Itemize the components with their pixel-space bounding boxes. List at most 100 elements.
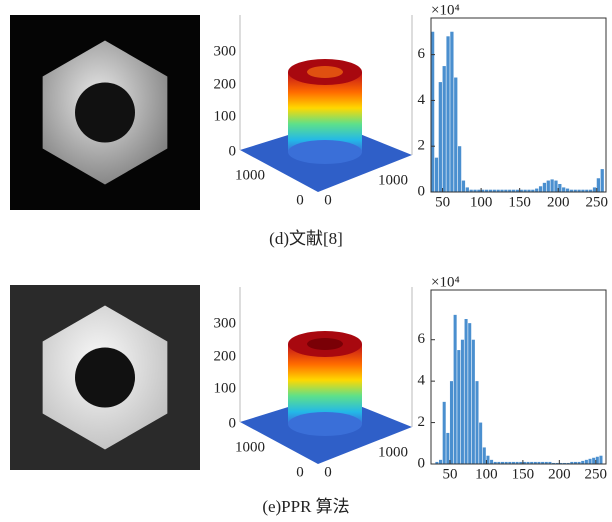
bar (511, 461, 515, 464)
bar (558, 183, 562, 192)
bar (592, 187, 597, 192)
bar (577, 461, 581, 464)
bar (588, 458, 592, 464)
y-tick-label: 4 (418, 373, 426, 389)
surface-tick-label: 1000 (378, 172, 408, 188)
bar (439, 459, 443, 464)
bar (584, 459, 588, 464)
x-tick-label: 150 (512, 466, 535, 482)
bar (515, 189, 520, 192)
plot-frame (430, 289, 607, 465)
z-tick-label: 100 (214, 108, 237, 124)
z-tick-label: 200 (214, 76, 237, 92)
z-tick-label: 300 (214, 315, 237, 331)
bar (473, 189, 477, 192)
bar (482, 447, 486, 464)
bar (484, 189, 489, 192)
bar (454, 77, 458, 192)
bar (457, 146, 462, 192)
x-tick-label: 150 (508, 194, 531, 210)
bar (453, 314, 457, 464)
bar (569, 189, 574, 192)
surface-tick-label: 0 (296, 464, 304, 480)
bar (550, 179, 554, 192)
bar (526, 461, 530, 464)
bar (500, 189, 504, 192)
bar (573, 461, 577, 464)
bar (438, 82, 442, 192)
bar (566, 462, 570, 464)
bar (599, 455, 603, 464)
bar (600, 169, 604, 192)
bar (442, 401, 446, 464)
bar (546, 180, 550, 192)
surface-cylinder-hole (307, 338, 343, 350)
bar (481, 189, 485, 192)
bar (504, 189, 508, 192)
x-tick-label: 200 (547, 194, 570, 210)
x-tick-label: 50 (442, 466, 457, 482)
bar (581, 189, 585, 192)
z-tick-label: 0 (229, 415, 237, 431)
bar (515, 461, 519, 464)
caption: (d)文献[8] (269, 229, 343, 248)
bar (552, 462, 556, 464)
bar (559, 462, 563, 464)
nut-hole (75, 82, 135, 143)
y-tick-label: 6 (418, 331, 426, 347)
bar (562, 187, 566, 192)
surface-cylinder (288, 344, 362, 424)
bar (548, 461, 552, 464)
bar (497, 461, 501, 464)
bar (542, 182, 547, 192)
bar (522, 461, 526, 464)
bar (490, 459, 494, 464)
bar (471, 339, 475, 464)
bar (585, 189, 589, 192)
bar (446, 36, 450, 192)
z-tick-label: 100 (214, 380, 237, 396)
multiplier-label: ×10⁴ (431, 2, 460, 18)
bar (565, 188, 570, 192)
bar (544, 461, 548, 464)
bar (431, 31, 435, 192)
bar (519, 189, 523, 192)
surface-cylinder-hole (307, 66, 343, 78)
bar (573, 189, 577, 192)
bar (442, 66, 446, 192)
bar (449, 381, 454, 464)
bar (468, 323, 472, 464)
bar (435, 461, 439, 464)
bar (469, 189, 473, 192)
bar (541, 461, 545, 464)
x-tick-label: 200 (548, 466, 571, 482)
bar (535, 188, 539, 192)
surface-tick-label: 0 (324, 192, 332, 208)
bar (530, 461, 534, 464)
nut-hole (75, 347, 135, 408)
bar (464, 319, 468, 464)
plot-frame (430, 17, 607, 193)
z-tick-label: 0 (229, 143, 237, 159)
bar (461, 180, 466, 192)
bar (511, 189, 516, 192)
bar (589, 189, 593, 192)
y-tick-label: 2 (418, 138, 426, 154)
bar (519, 461, 523, 464)
x-tick-label: 250 (585, 194, 608, 210)
bar (492, 189, 496, 192)
bar (446, 432, 450, 464)
bar (501, 461, 505, 464)
bar (538, 186, 543, 192)
bar (486, 455, 490, 464)
bar (537, 461, 541, 464)
bar (527, 189, 531, 192)
bar (460, 339, 464, 464)
bar (581, 460, 585, 464)
bar (555, 462, 559, 464)
multiplier-label: ×10⁴ (431, 274, 460, 290)
bar (508, 461, 512, 464)
bar (570, 461, 574, 464)
y-tick-label: 0 (418, 183, 426, 199)
